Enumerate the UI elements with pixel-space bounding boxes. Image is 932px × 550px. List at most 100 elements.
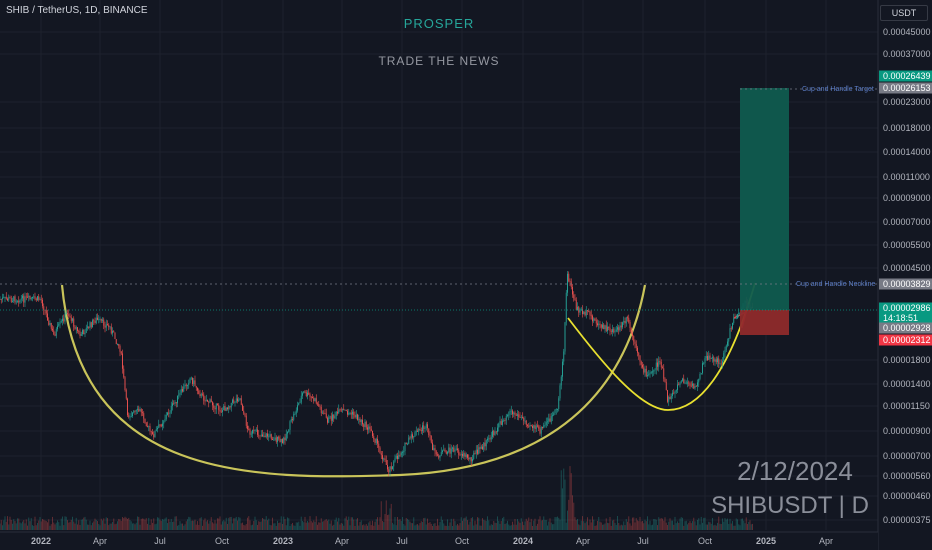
volume-bar	[600, 522, 602, 530]
volume-bar	[562, 488, 563, 530]
candle-body	[339, 409, 341, 411]
volume-bar	[579, 525, 581, 530]
candle-body	[504, 420, 506, 421]
candle-body	[365, 421, 367, 428]
volume-bar	[693, 517, 695, 530]
candle-body	[325, 413, 327, 418]
candle-body	[578, 306, 580, 313]
volume-bar	[223, 520, 225, 530]
candle-body	[630, 328, 632, 334]
candle-body	[543, 425, 545, 428]
candle-body	[160, 424, 162, 427]
candle-body	[512, 410, 513, 415]
candle-body	[18, 300, 20, 303]
volume-bar	[597, 520, 598, 530]
candle-body	[200, 393, 202, 397]
volume-bar	[427, 518, 428, 530]
candle-body	[402, 452, 403, 454]
candle-body	[353, 411, 355, 416]
volume-bar	[434, 523, 436, 530]
candle-body	[707, 356, 708, 361]
volume-bar	[330, 520, 332, 530]
volume-bar	[478, 517, 480, 530]
time-tick-label: 2022	[31, 536, 51, 546]
candle-body	[409, 437, 411, 439]
volume-bar	[178, 525, 180, 530]
candle-body	[83, 330, 85, 335]
candle-body	[252, 429, 253, 434]
volume-bar	[654, 519, 656, 530]
volume-bar	[373, 525, 375, 530]
volume-bar	[287, 517, 288, 530]
candle-body	[615, 329, 617, 332]
volume-bar	[495, 523, 497, 530]
volume-bar	[700, 516, 702, 530]
volume-bar	[615, 524, 617, 530]
candle-body	[12, 300, 13, 302]
volume-bar	[630, 525, 632, 530]
candle-body	[35, 298, 37, 301]
candle-body	[605, 325, 607, 332]
candle-body	[300, 395, 302, 403]
volume-bar	[629, 523, 631, 530]
candle-body	[344, 409, 346, 411]
candle-body	[689, 383, 691, 386]
candle-body	[535, 425, 537, 430]
price-axis[interactable]: 0.00045000 0.00037000 0.00023000 0.00018000…	[877, 0, 932, 550]
symbol-line[interactable]: SHIB / TetherUS, 1D, BINANCE	[6, 5, 148, 16]
candle-body	[159, 424, 161, 426]
volume-bar	[99, 525, 101, 530]
volume-bar	[713, 525, 715, 530]
volume-bar	[740, 518, 742, 530]
volume-bar	[543, 516, 545, 530]
candle-body	[434, 448, 436, 452]
candle-body	[737, 314, 738, 319]
volume-bar	[219, 516, 221, 530]
volume-bar	[48, 519, 50, 530]
candle-body	[348, 413, 350, 415]
volume-bar	[238, 517, 240, 530]
candle-body	[584, 311, 586, 316]
volume-bar	[447, 519, 448, 530]
volume-bar	[573, 502, 575, 530]
currency-selector[interactable]: USDT	[880, 5, 928, 21]
volume-bar	[107, 518, 108, 530]
time-axis[interactable]: 2022 Apr Jul Oct 2023 Apr Jul Oct 2024 Apr Jul Oct 2…	[0, 531, 878, 550]
candle-body	[269, 434, 271, 437]
candle-body	[678, 384, 680, 386]
volume-bar	[215, 523, 217, 530]
volume-bar	[63, 525, 65, 530]
volume-bar	[644, 519, 646, 530]
candle-body	[330, 416, 332, 421]
candle-body	[238, 399, 240, 402]
candle-body	[59, 322, 61, 324]
candle-body	[419, 429, 421, 430]
candle-body	[487, 438, 488, 441]
candle-body	[335, 411, 337, 417]
volume-bar	[517, 519, 518, 530]
volume-bar	[748, 521, 750, 530]
long-position-box[interactable]	[740, 88, 789, 335]
candle-body	[585, 310, 587, 316]
volume-bar	[468, 524, 470, 530]
candle-body	[165, 414, 167, 420]
volume-bar	[617, 516, 618, 530]
volume-bar	[538, 519, 540, 530]
volume-bar	[585, 521, 587, 530]
volume-bar	[473, 525, 475, 530]
candle-body	[693, 383, 695, 389]
volume-bar	[245, 523, 247, 530]
candle-body	[723, 352, 725, 362]
candle-body	[587, 310, 588, 312]
volume-bar	[422, 522, 423, 530]
candle-body	[474, 453, 476, 454]
volume-bar	[293, 525, 295, 530]
volume-bar	[393, 524, 395, 530]
volume-bar	[162, 519, 163, 530]
volume-bar	[62, 516, 63, 530]
candle-body	[595, 320, 597, 324]
volume-bar	[469, 521, 471, 530]
volume-bar	[659, 518, 661, 530]
volume-bar	[282, 523, 283, 530]
